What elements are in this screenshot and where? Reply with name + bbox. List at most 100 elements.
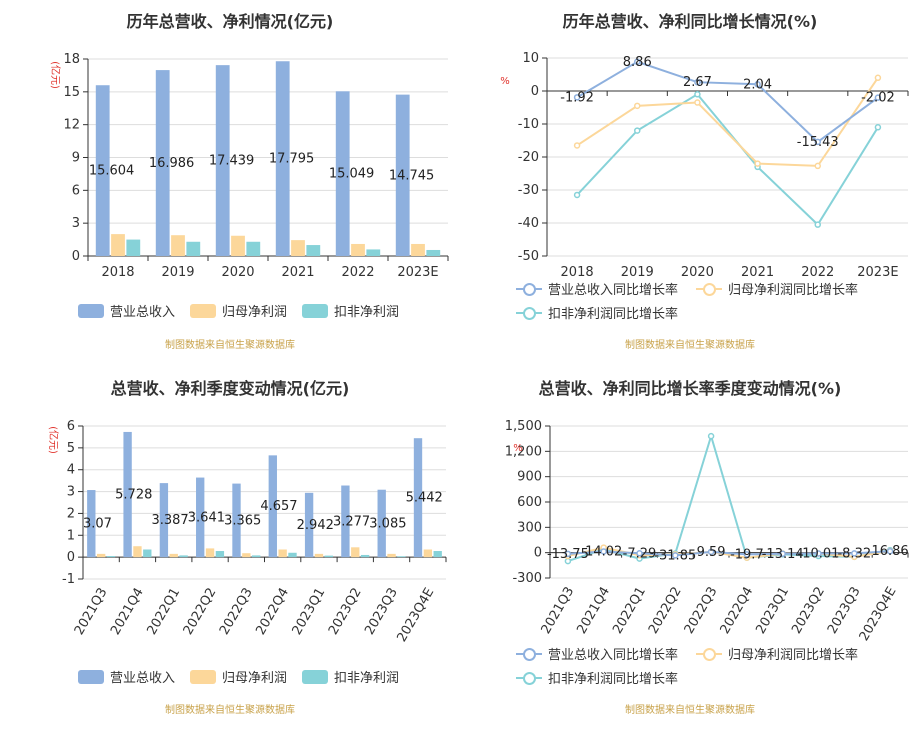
data-label: 5.728: [115, 488, 152, 503]
x-tick-label: 2023Q4E: [857, 585, 900, 644]
x-tick-label: 2022Q1: [610, 585, 649, 637]
data-label: -10.01: [798, 547, 840, 562]
bar: [268, 455, 277, 558]
legend-label: 归母净利润同比增长率: [728, 648, 859, 663]
legend-item-netprofit[interactable]: 归母净利润: [190, 301, 287, 320]
legend-label: 扣非净利润: [334, 671, 400, 686]
data-label: 16.986: [149, 156, 195, 171]
bar: [366, 249, 381, 256]
quarterly-revenue-profit-panel: 总营收、净利季度变动情况(亿元) -1 0 1 2 3 4 5 6 (亿元) 2021Q3 2021…: [0, 367, 460, 733]
data-point: [743, 551, 751, 558]
legend-item-revenue-growth[interactable]: 营业总收入同比增长率: [516, 279, 678, 298]
y-tick-label: 900: [517, 470, 542, 485]
bar: [232, 483, 241, 558]
chart-title: 历年总营收、净利情况(亿元): [126, 12, 334, 31]
x-tick-label: 2021Q3: [72, 586, 111, 638]
data-label: 16.86: [871, 544, 908, 559]
bar: [306, 245, 321, 256]
legend-label: 归母净利润同比增长率: [728, 283, 859, 298]
y-unit-label: (亿元): [49, 61, 62, 89]
x-tick-label: 2020: [221, 265, 254, 280]
legend-label: 归母净利润: [222, 671, 288, 686]
legend-item-deducted[interactable]: 扣非净利润: [302, 667, 399, 686]
data-point: [874, 94, 882, 101]
y-tick-label: 15: [63, 85, 80, 100]
bar: [351, 243, 365, 256]
y-tick-label: 0: [67, 550, 75, 565]
data-point: [874, 124, 882, 131]
legend-item-netprofit[interactable]: 归母净利润: [190, 667, 287, 686]
x-tick-label: 2021Q3: [539, 585, 578, 637]
data-point: [886, 547, 894, 555]
y-tick-label: 6: [67, 419, 75, 434]
bar: [215, 551, 225, 558]
x-tick-label: 2022Q4: [718, 585, 757, 637]
legend-item-revenue[interactable]: 营业总收入: [78, 301, 175, 320]
legend-label: 扣非净利润同比增长率: [548, 672, 679, 687]
legend-item-revenue-growth[interactable]: 营业总收入同比增长率: [516, 644, 678, 663]
x-tick-label: 2022Q4: [253, 586, 292, 638]
legend-swatch: [696, 282, 722, 296]
data-point: [600, 548, 607, 555]
bar: [242, 553, 251, 558]
bar: [423, 549, 433, 558]
y-tick-label: 600: [517, 495, 542, 510]
data-label: 17.795: [269, 152, 315, 167]
legend-swatch: [516, 647, 542, 661]
x-tick-label: 2022Q2: [181, 586, 220, 638]
bar: [351, 547, 360, 558]
data-label: -13.75: [547, 547, 589, 562]
legend-swatch: [696, 647, 722, 661]
y-tick-label: 9: [72, 151, 80, 166]
data-point: [634, 58, 641, 66]
bar: [288, 552, 297, 558]
data-point: [815, 550, 822, 557]
data-label: 15.604: [89, 164, 135, 179]
legend-item-deducted-growth[interactable]: 扣非净利润同比增长率: [516, 668, 678, 687]
data-label: 4.657: [260, 499, 297, 514]
data-point: [707, 432, 715, 440]
data-label: -1.92: [560, 90, 594, 105]
y-tick-label: 0: [531, 84, 539, 99]
legend-item-deducted[interactable]: 扣非净利润: [302, 301, 399, 320]
bar: [133, 546, 142, 558]
data-label: -19.7: [730, 547, 764, 562]
x-tick-label: 2021Q4: [574, 585, 613, 637]
y-tick-label: -50: [518, 249, 539, 264]
bar: [411, 243, 425, 256]
y-tick-label: 10: [522, 51, 539, 66]
data-point: [754, 81, 761, 88]
legend-label: 归母净利润: [222, 305, 288, 320]
series-line: [576, 77, 879, 167]
legend-item-netprofit-growth[interactable]: 归母净利润同比增长率: [696, 644, 858, 663]
x-tick-label: 2022: [341, 265, 374, 280]
data-point: [814, 138, 821, 146]
data-label: 2.942: [297, 518, 334, 533]
legend-swatch: [302, 669, 328, 684]
data-point: [573, 142, 581, 149]
legend-item-revenue[interactable]: 营业总收入: [78, 667, 175, 686]
bar: [426, 249, 441, 256]
y-tick-label: 300: [517, 520, 542, 535]
x-tick-label: 2021: [281, 265, 314, 280]
bar: [179, 555, 188, 558]
data-label: -2.02: [861, 91, 895, 106]
bar: [106, 556, 116, 558]
bar: [413, 438, 423, 558]
quarterly-line-chart: -30003006009001,2001,500%2021Q32021Q4202…: [505, 419, 909, 644]
legend-swatch: [78, 669, 104, 684]
data-point: [707, 548, 715, 556]
x-tick-label: 2023Q3: [362, 586, 401, 638]
legend-item-deducted-growth[interactable]: 扣非净利润同比增长率: [516, 303, 678, 322]
legend-item-netprofit-growth[interactable]: 归母净利润同比增长率: [696, 279, 858, 298]
legend-swatch: [190, 303, 216, 318]
x-tick-label: 2021Q4: [108, 586, 147, 638]
y-tick-label: 2: [67, 506, 75, 521]
legend-swatch: [516, 306, 542, 320]
y-unit-label: (亿元): [47, 426, 60, 454]
x-tick-label: 2023Q4E: [394, 586, 437, 645]
bar: [231, 235, 245, 256]
data-point: [564, 550, 572, 558]
bar: [387, 553, 396, 558]
y-tick-label: 6: [72, 183, 80, 198]
